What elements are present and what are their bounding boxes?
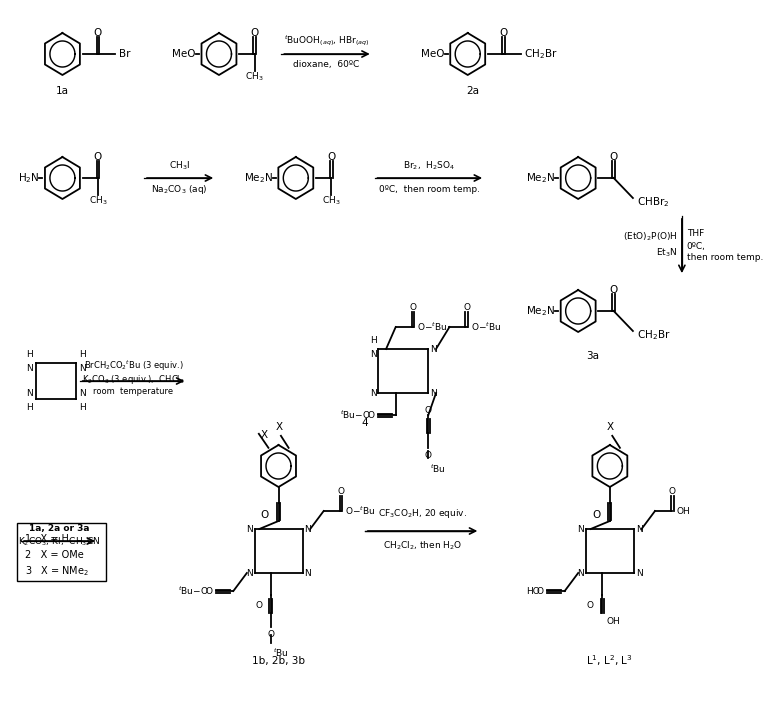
Text: O: O [409,303,416,312]
Text: $^t$Bu: $^t$Bu [272,647,289,659]
Text: N: N [635,524,642,534]
Text: Br: Br [119,49,131,59]
Text: 1a: 1a [56,86,69,96]
Text: BrCH$_2$CO$_2$$^t$Bu (3 equiv.): BrCH$_2$CO$_2$$^t$Bu (3 equiv.) [84,359,183,373]
Text: H: H [79,350,85,359]
Text: O: O [464,303,471,312]
Text: N: N [246,524,252,534]
Text: $^t$Bu−O: $^t$Bu−O [340,409,371,421]
Text: $^t$BuOOH$_{(aq)}$, HBr$_{(aq)}$: $^t$BuOOH$_{(aq)}$, HBr$_{(aq)}$ [284,33,369,48]
Text: OH: OH [606,616,620,626]
Text: $^t$Bu−O: $^t$Bu−O [178,585,208,597]
Text: H: H [26,350,33,359]
Text: N: N [430,345,437,354]
Text: N: N [79,389,85,398]
Text: CHBr$_2$: CHBr$_2$ [637,195,670,209]
Text: O: O [250,28,259,38]
Text: O: O [368,410,375,420]
Text: Me$_2$N: Me$_2$N [526,171,555,185]
Text: N: N [246,568,252,577]
Text: Na$_2$CO$_3$ (aq): Na$_2$CO$_3$ (aq) [151,184,208,197]
Text: CF$_3$CO$_2$H, 20 equiv.: CF$_3$CO$_2$H, 20 equiv. [378,507,467,520]
Text: N: N [26,364,33,373]
Text: 1   X = H: 1 X = H [25,534,69,544]
Text: 3a: 3a [586,351,599,361]
Text: CH$_3$: CH$_3$ [245,70,264,83]
Text: MeO: MeO [421,49,445,59]
Text: N: N [635,568,642,577]
Text: CH$_2$Cl$_2$, then H$_2$O: CH$_2$Cl$_2$, then H$_2$O [383,539,462,552]
Text: O−$^t$Bu: O−$^t$Bu [344,505,375,517]
Text: O: O [261,510,269,520]
Text: CH$_2$Br: CH$_2$Br [524,47,558,61]
Text: 1a, 2a or 3a: 1a, 2a or 3a [29,523,90,532]
Text: H: H [26,403,33,412]
Text: THF: THF [687,229,704,239]
Text: O: O [499,28,508,38]
Text: O: O [536,587,543,595]
Text: O: O [610,152,618,162]
Text: 2   X = OMe: 2 X = OMe [25,550,84,560]
Text: O: O [425,406,432,415]
Text: O: O [592,510,601,520]
Text: room  temperature: room temperature [94,388,173,396]
Text: X: X [276,422,283,432]
Text: N: N [304,568,311,577]
Text: N: N [304,524,311,534]
Text: N: N [430,388,437,398]
Text: $^t$Bu: $^t$Bu [430,463,446,476]
Text: Me$_2$N: Me$_2$N [526,304,555,318]
Text: Me$_2$N: Me$_2$N [244,171,272,185]
Text: H: H [79,403,85,412]
Text: L$^1$, L$^2$, L$^3$: L$^1$, L$^2$, L$^3$ [587,653,633,669]
Text: K$_2$CO$_3$ (3 equiv.),  CHCl$_3$: K$_2$CO$_3$ (3 equiv.), CHCl$_3$ [82,372,185,386]
Text: N: N [26,389,33,398]
Text: O−$^t$Bu: O−$^t$Bu [417,321,447,333]
Text: O−$^t$Bu: O−$^t$Bu [471,321,501,333]
Text: X: X [607,422,614,432]
Text: O: O [94,152,102,162]
Text: O: O [425,451,432,460]
Text: O: O [587,602,594,611]
Text: Br$_2$,  H$_2$SO$_4$: Br$_2$, H$_2$SO$_4$ [403,160,456,172]
Text: then room temp.: then room temp. [687,253,763,263]
Text: Et$_3$N: Et$_3$N [656,247,677,259]
Text: 4: 4 [361,418,368,428]
Text: N: N [370,350,376,359]
Text: H$_2$N: H$_2$N [18,171,39,185]
Text: CH$_3$I: CH$_3$I [169,160,190,172]
Text: 0ºC,  then room temp.: 0ºC, then room temp. [378,186,480,195]
Text: O: O [669,487,676,497]
Text: 0ºC,: 0ºC, [687,242,706,250]
Text: N: N [370,388,376,398]
Text: 2a: 2a [466,86,479,96]
Text: O: O [337,487,344,497]
Text: O: O [610,285,618,295]
Text: 1b, 2b, 3b: 1b, 2b, 3b [252,656,305,666]
Text: MeO: MeO [173,49,196,59]
Text: N: N [577,524,584,534]
Text: CH$_3$: CH$_3$ [89,195,108,207]
Text: CH$_3$: CH$_3$ [322,195,341,207]
Text: dioxane,  60ºC: dioxane, 60ºC [293,60,360,70]
Text: HO: HO [526,587,539,595]
Text: O: O [205,587,212,595]
Text: O: O [255,602,262,611]
Bar [17,523,105,581]
Text: H: H [370,336,376,345]
Text: O: O [267,630,274,639]
Text: 3   X = NMe$_2$: 3 X = NMe$_2$ [25,564,89,578]
Text: N: N [577,568,584,577]
Text: K$_2$CO$_3$, KI,  CH$_3$CN: K$_2$CO$_3$, KI, CH$_3$CN [19,536,101,548]
Text: X: X [261,430,268,440]
Text: N: N [79,364,85,373]
Text: O: O [327,152,335,162]
Text: OH: OH [676,507,690,515]
Text: O: O [94,28,102,38]
Text: (EtO)$_2$P(O)H: (EtO)$_2$P(O)H [622,231,677,243]
Text: CH$_2$Br: CH$_2$Br [637,328,670,342]
